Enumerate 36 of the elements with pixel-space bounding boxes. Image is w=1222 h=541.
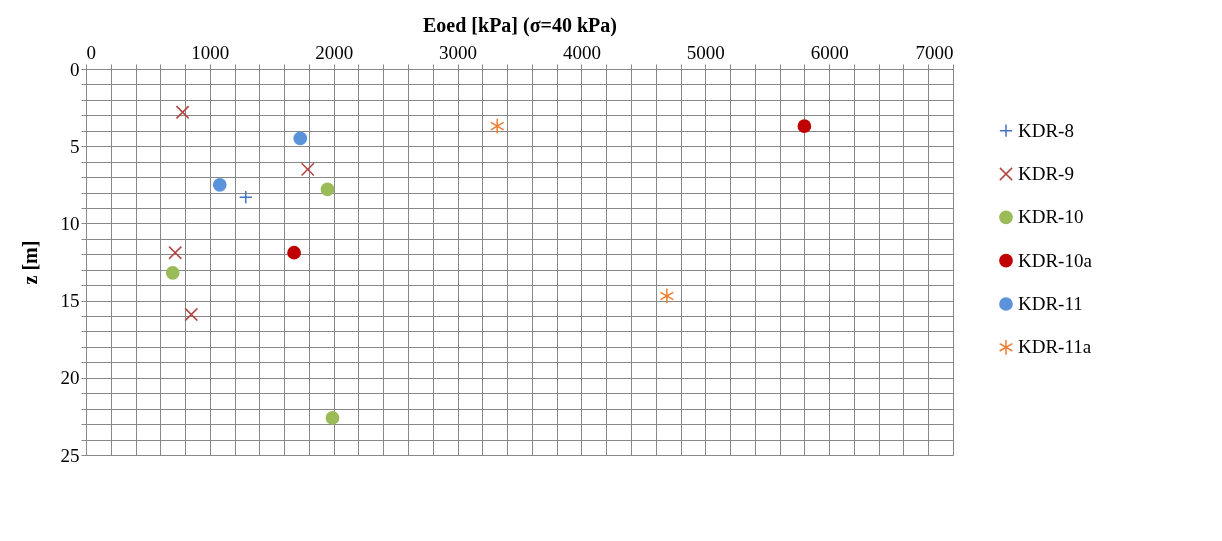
point [490,118,505,135]
x-tick-label: 2000 [315,41,354,63]
x-tick-label: 7000 [915,41,954,63]
legend-label: KDR-8 [1018,119,1074,141]
point [293,131,308,146]
legend-label: KDR-9 [1018,163,1074,184]
y-tick-label: 5 [70,135,80,157]
x-tick-label: 3000 [439,41,478,63]
y-axis-title: z [m] [18,240,41,285]
point [287,245,301,260]
point [212,177,227,192]
legend-label: KDR-11 [1018,293,1083,314]
point [165,265,180,280]
x-tick-label: 6000 [810,41,849,63]
x-tick-label: 1000 [191,41,230,63]
y-tick-label: 25 [60,444,80,466]
point [300,162,315,177]
point [659,287,675,305]
point [175,105,190,120]
legend-label: KDR-10a [1018,249,1093,271]
point [325,411,340,425]
y-tick-label: 10 [60,212,80,234]
x-tick-label: 5000 [686,41,725,63]
point [184,307,199,322]
point [797,119,812,133]
y-tick-label: 20 [60,367,80,389]
legend-label: KDR-10 [1018,206,1084,228]
x-axis-title: Eoed [kPa] (σ=40 kPa) [423,13,617,37]
y-tick-label: 0 [70,58,80,80]
x-tick-label: 0 [86,41,96,63]
point [238,190,253,205]
x-tick-label: 4000 [562,41,601,63]
y-tick-label: 15 [60,290,80,312]
legend-label: KDR-11a [1018,336,1092,358]
point [320,182,335,197]
point [168,245,183,260]
